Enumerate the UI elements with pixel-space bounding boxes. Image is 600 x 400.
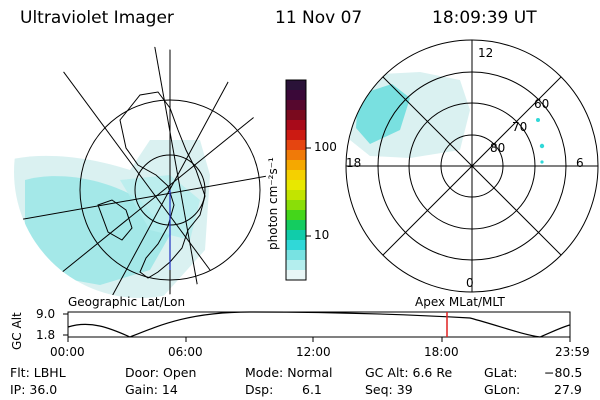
altitude-curve — [67, 311, 571, 338]
time-tick-1200: 12:00 — [296, 345, 331, 359]
colorbar-block — [286, 270, 306, 281]
header-time: 18:09:39 UT — [432, 8, 537, 28]
time-tick-0600: 06:00 — [168, 345, 203, 359]
right-aurora-emission — [350, 72, 470, 158]
colorbar-block — [286, 180, 306, 191]
header-date: 11 Nov 07 — [275, 8, 363, 28]
info-glon-label: GLon: — [484, 382, 521, 397]
info-gain: Gain: 14 — [125, 382, 178, 397]
colorbar-block — [286, 200, 306, 211]
colorbar-block — [286, 250, 306, 261]
altitude-tick-high: 9.0 — [36, 307, 56, 321]
info-dsp-value: 6.1 — [302, 382, 322, 397]
aurora-spot — [540, 160, 544, 164]
altitude-ticks — [63, 313, 571, 342]
colorbar-block — [286, 80, 306, 91]
info-glon-value: 27.9 — [554, 382, 582, 397]
colorbar-frame — [285, 79, 307, 281]
colorbar-label-10: 10 — [314, 228, 330, 242]
aurora-spot — [539, 143, 545, 149]
colorbar-block — [286, 190, 306, 201]
polar-grid — [345, 39, 599, 293]
colorbar-block — [286, 210, 306, 221]
mlat-label-80: 80 — [490, 141, 506, 155]
altitude-tick-low: 1.8 — [36, 328, 56, 342]
geographic-map — [14, 46, 266, 298]
mlt-label-6: 6 — [576, 156, 584, 170]
mlt-label-12: 12 — [478, 46, 494, 60]
left-map-grid — [14, 46, 266, 298]
left-aurora-emission — [14, 140, 210, 298]
colorbar-block — [286, 130, 306, 141]
time-tick-0000: 00:00 — [50, 345, 85, 359]
colorbar-label-100: 100 — [314, 140, 337, 154]
info-glat-value: −80.5 — [544, 365, 583, 380]
colorbar-blocks — [286, 80, 306, 281]
right-map-caption: Apex MLat/MLT — [415, 295, 505, 309]
time-tick-2359: 23:59 — [555, 345, 590, 359]
info-seq: Seq: 39 — [365, 382, 413, 397]
aurora-spot — [536, 118, 540, 122]
info-mode: Mode: Normal — [245, 365, 333, 380]
colorbar-unit-label: photon cm⁻²s⁻¹ — [266, 157, 280, 250]
colorbar-block — [286, 260, 306, 271]
info-dsp-label: Dsp: — [245, 382, 274, 397]
altitude-plot — [63, 311, 571, 342]
mlt-label-0: 0 — [466, 276, 474, 290]
altitude-axis-label: GC Alt — [10, 312, 24, 350]
colorbar-block — [286, 220, 306, 231]
mlt-label-18: 18 — [346, 156, 362, 170]
info-door: Door: Open — [125, 365, 197, 380]
mlat-label-60: 60 — [534, 97, 550, 111]
colorbar-block — [286, 140, 306, 151]
colorbar-block — [286, 160, 306, 171]
mlat-label-70: 70 — [512, 120, 528, 134]
instrument-title: Ultraviolet Imager — [20, 8, 174, 28]
left-map-caption: Geographic Lat/Lon — [68, 295, 186, 309]
colorbar-block — [286, 240, 306, 251]
info-ip: IP: 36.0 — [10, 382, 58, 397]
info-glat-label: GLat: — [484, 365, 518, 380]
colorbar-block — [286, 230, 306, 241]
colorbar — [285, 79, 311, 281]
info-filter: Flt: LBHL — [10, 365, 66, 380]
colorbar-block — [286, 170, 306, 181]
colorbar-block — [286, 90, 306, 101]
time-tick-1800: 18:00 — [424, 345, 459, 359]
colorbar-block — [286, 150, 306, 161]
colorbar-block — [286, 110, 306, 121]
colorbar-block — [286, 100, 306, 111]
magnetic-polar-map — [345, 39, 599, 293]
colorbar-block — [286, 120, 306, 131]
info-gc-alt: GC Alt: 6.6 Re — [365, 365, 453, 380]
